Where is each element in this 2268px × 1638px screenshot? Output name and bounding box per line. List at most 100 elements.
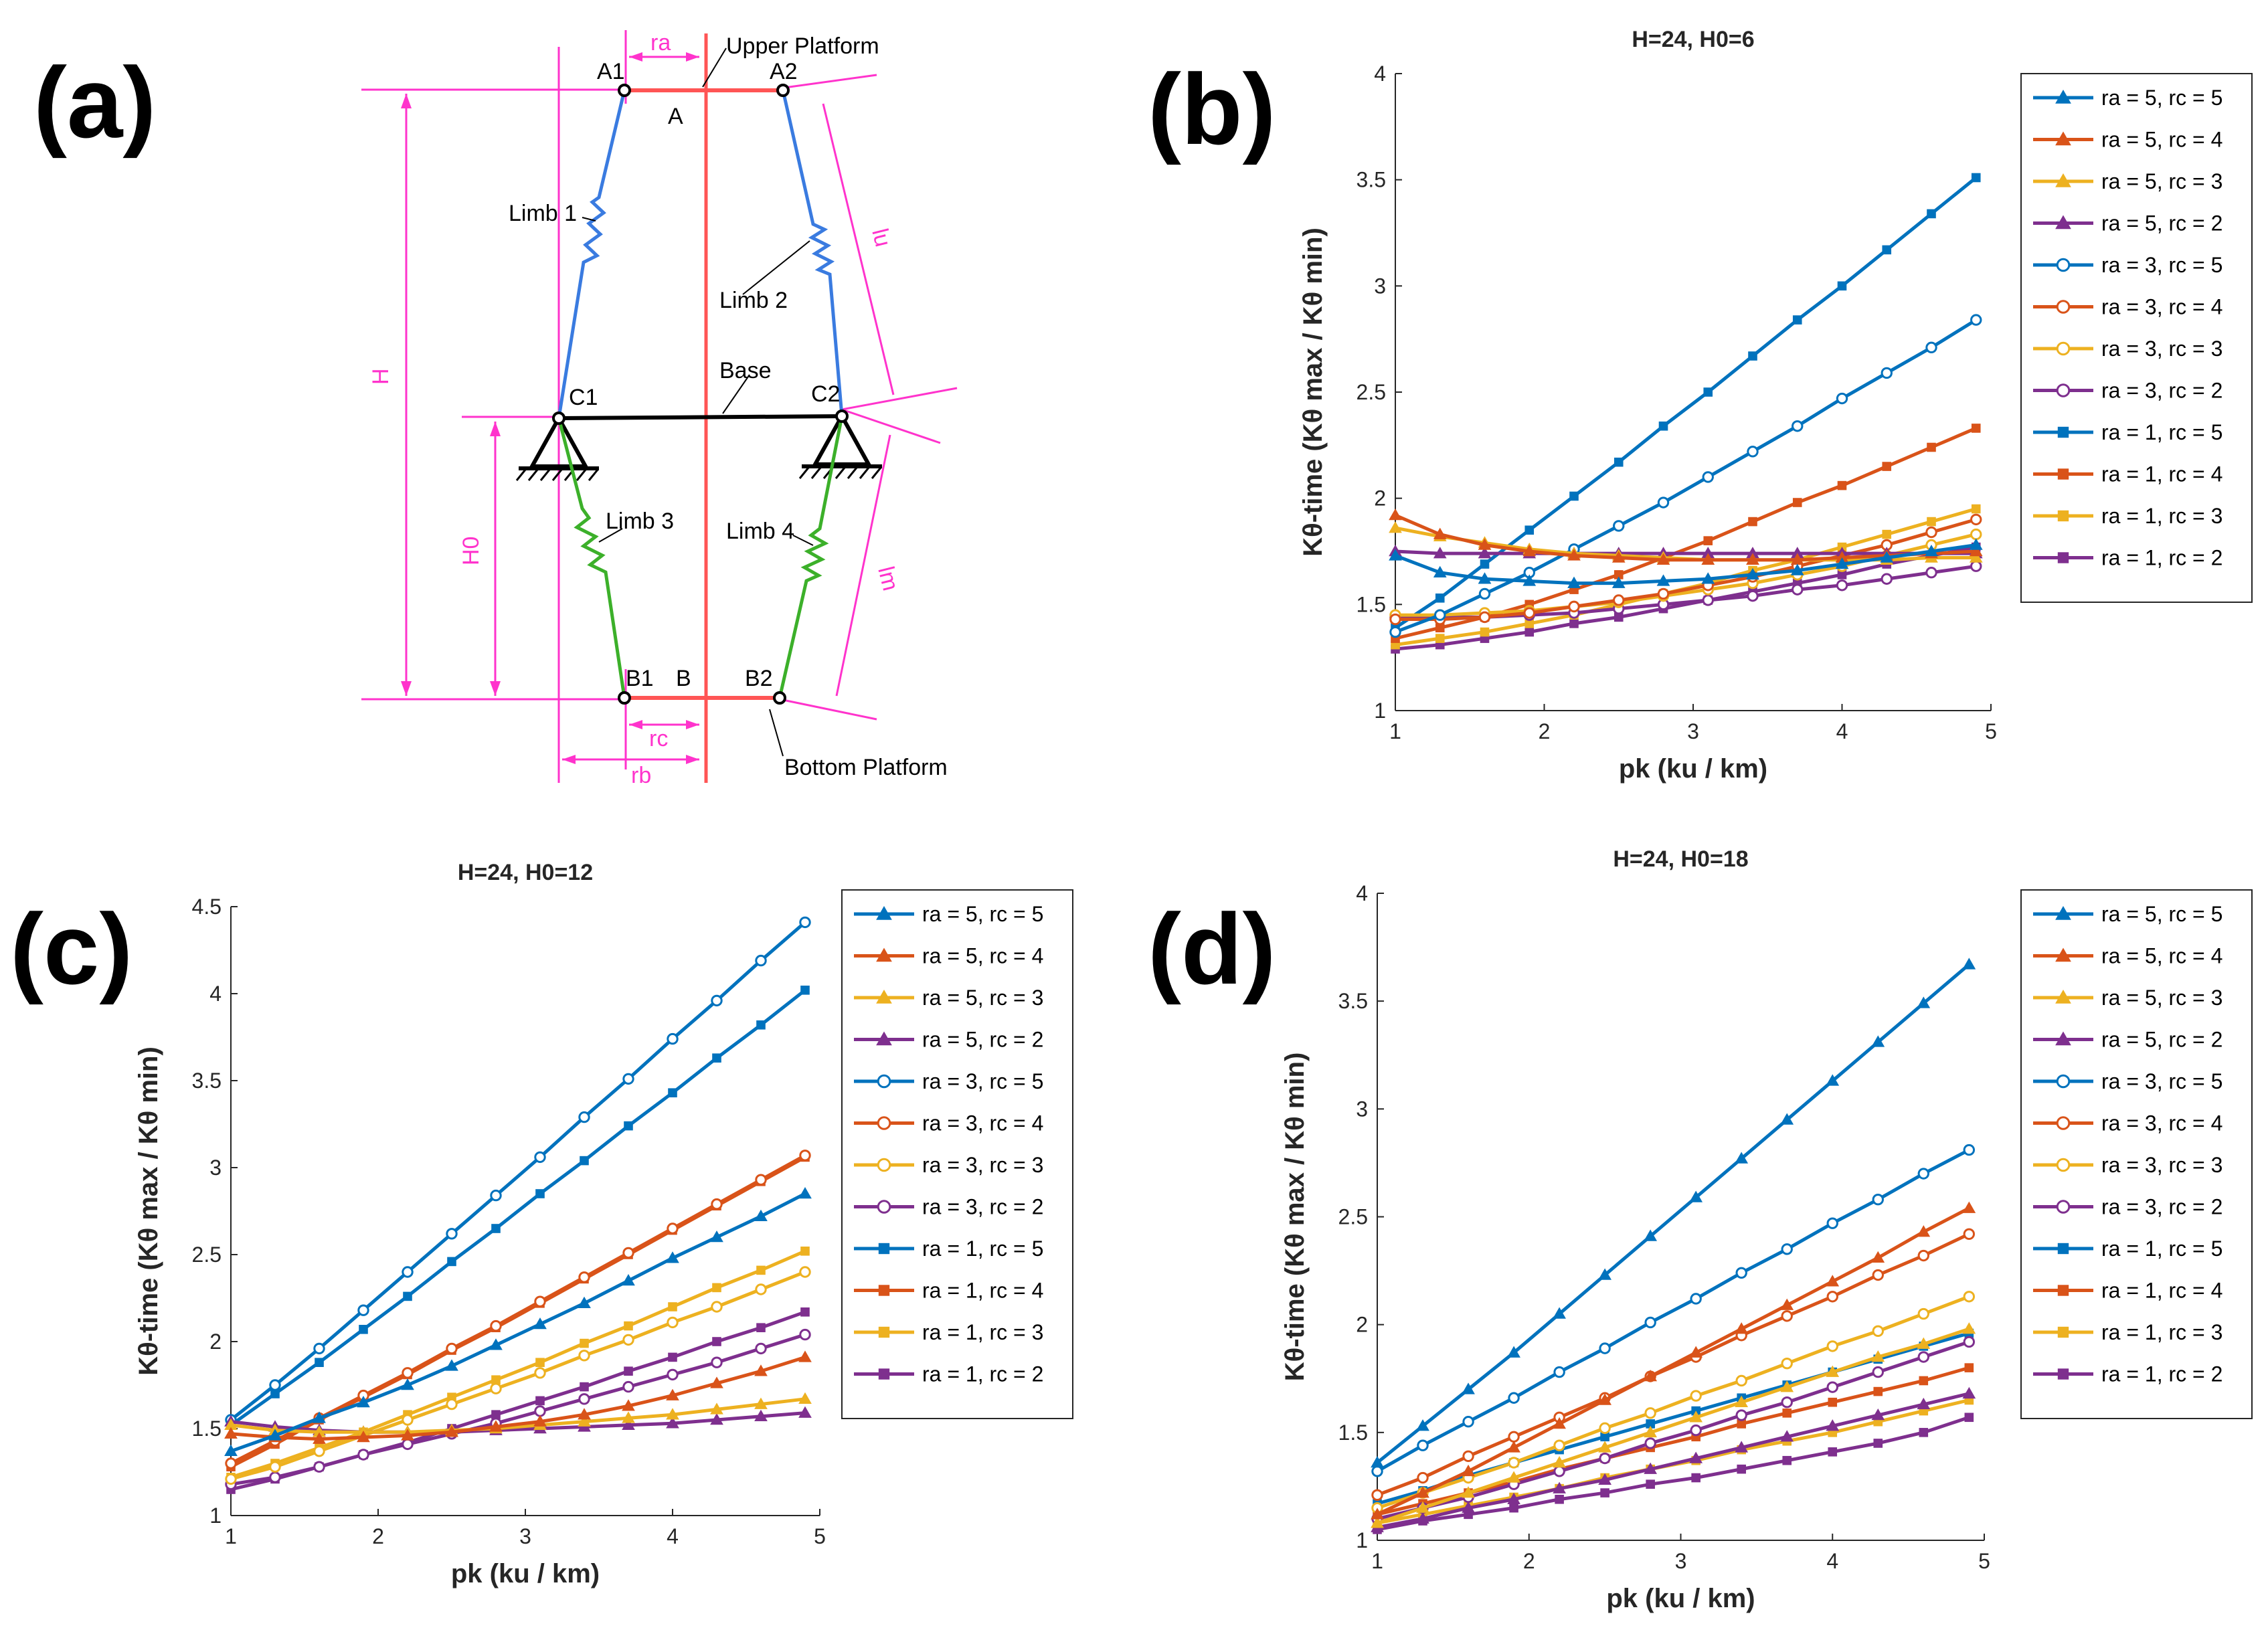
legend: ra = 5, rc = 5 ra = 5, rc = 4 ra = 5, rc =… bbox=[2020, 73, 2253, 603]
data-point bbox=[1828, 1447, 1838, 1457]
y-tick-label: 3.5 bbox=[1357, 168, 1386, 192]
x-tick-label: 4 bbox=[1836, 719, 1848, 743]
legend-swatch-marker bbox=[2057, 426, 2069, 438]
legend-label: ra = 3, rc = 4 bbox=[2101, 295, 2222, 319]
x-tick-label: 5 bbox=[814, 1524, 826, 1548]
data-point bbox=[1780, 1298, 1794, 1310]
legend-swatch-marker bbox=[877, 1116, 891, 1130]
data-point bbox=[1826, 1275, 1840, 1287]
label-limb2: Limb 2 bbox=[719, 288, 788, 313]
data-point bbox=[1703, 536, 1713, 545]
data-point bbox=[313, 1432, 326, 1444]
legend-label: ra = 5, rc = 3 bbox=[2101, 169, 2222, 193]
legend-label: ra = 3, rc = 3 bbox=[2101, 337, 2222, 361]
legend-label: ra = 5, rc = 4 bbox=[2101, 128, 2222, 152]
data-point bbox=[1508, 1431, 1520, 1443]
data-point bbox=[269, 1379, 281, 1391]
series-ra-5-rc-5 bbox=[224, 1186, 812, 1457]
legend-swatch-marker bbox=[877, 1158, 891, 1172]
data-point bbox=[1735, 1152, 1749, 1164]
data-point bbox=[357, 1304, 369, 1316]
data-point bbox=[1970, 560, 1982, 572]
x-tick-label: 4 bbox=[1826, 1549, 1838, 1573]
label-b: B bbox=[676, 666, 691, 691]
data-point bbox=[666, 1251, 679, 1263]
y-axis-label: Kθ-time (Kθ max / Kθ min) bbox=[1280, 1053, 1310, 1382]
data-point bbox=[1553, 1455, 1566, 1468]
label-c1: C1 bbox=[569, 385, 598, 410]
legend: ra = 5, rc = 5 ra = 5, rc = 4 ra = 5, rc =… bbox=[841, 889, 1073, 1419]
data-point bbox=[401, 1429, 414, 1441]
data-point bbox=[667, 1222, 679, 1235]
data-point bbox=[445, 1359, 458, 1371]
chart-title: H=24, H0=18 bbox=[1613, 846, 1748, 872]
data-point bbox=[1657, 587, 1670, 600]
data-point bbox=[580, 1382, 589, 1392]
leader-lines bbox=[582, 48, 814, 757]
y-axis-label: Kθ-time (Kθ max / Kθ min) bbox=[1298, 227, 1328, 557]
data-point bbox=[1417, 1471, 1429, 1484]
data-point bbox=[1435, 634, 1445, 643]
series-line bbox=[1395, 543, 1977, 585]
label-b1: B1 bbox=[626, 666, 654, 691]
data-point bbox=[1478, 572, 1492, 584]
legend-label: ra = 5, rc = 4 bbox=[2101, 944, 2222, 968]
series-ra-5-rc-3 bbox=[1371, 1322, 1976, 1528]
data-point bbox=[1872, 1269, 1884, 1281]
legend-swatch-marker bbox=[2057, 1285, 2069, 1296]
data-point bbox=[1599, 1342, 1611, 1354]
data-point bbox=[1970, 513, 1982, 526]
data-point bbox=[712, 1337, 721, 1346]
data-point bbox=[622, 1273, 635, 1286]
legend-item: ra = 1, rc = 3 bbox=[2033, 1320, 2222, 1344]
data-point bbox=[1871, 1350, 1885, 1362]
data-point bbox=[798, 1186, 812, 1199]
data-point bbox=[1828, 1397, 1838, 1407]
legend-label: ra = 1, rc = 3 bbox=[922, 1320, 1043, 1344]
data-point bbox=[578, 1271, 590, 1283]
legend-swatch-marker bbox=[2055, 947, 2071, 962]
data-point bbox=[490, 1320, 502, 1332]
data-point bbox=[1462, 1382, 1475, 1394]
legend-swatch-marker bbox=[2057, 1326, 2069, 1338]
data-point bbox=[1925, 544, 1938, 557]
data-point bbox=[1836, 579, 1848, 592]
legend-label: ra = 3, rc = 3 bbox=[922, 1153, 1043, 1177]
data-point bbox=[1567, 576, 1581, 588]
legend-item: ra = 3, rc = 5 bbox=[854, 1069, 1043, 1093]
panel-letter-b: (b) bbox=[1148, 53, 1276, 165]
legend-swatch-marker bbox=[2055, 131, 2071, 146]
data-point bbox=[1963, 1144, 1976, 1156]
data-point bbox=[1735, 1267, 1747, 1279]
legend-label: ra = 5, rc = 5 bbox=[2101, 86, 2222, 110]
data-point bbox=[712, 1283, 721, 1293]
data-point bbox=[446, 1398, 458, 1410]
data-point bbox=[754, 1397, 768, 1409]
data-point bbox=[1644, 1462, 1658, 1474]
data-point bbox=[1735, 1374, 1747, 1387]
data-point bbox=[490, 1189, 502, 1202]
data-point bbox=[1613, 457, 1624, 467]
series-line bbox=[230, 1333, 806, 1486]
x-tick-label: 1 bbox=[1389, 719, 1401, 743]
legend-label: ra = 1, rc = 5 bbox=[2101, 420, 2222, 444]
data-point bbox=[1646, 1479, 1655, 1489]
label-a1: A1 bbox=[597, 59, 625, 84]
data-point bbox=[799, 1266, 811, 1278]
data-point bbox=[1434, 609, 1446, 621]
dimension-arrowheads bbox=[401, 52, 699, 764]
data-point bbox=[224, 1444, 238, 1457]
data-point bbox=[1747, 446, 1759, 458]
x-tick-label: 2 bbox=[1539, 719, 1551, 743]
label-limb4: Limb 4 bbox=[726, 519, 794, 544]
legend-swatch-marker bbox=[2056, 1074, 2071, 1089]
series-line bbox=[230, 1270, 806, 1481]
legend-item: ra = 5, rc = 3 bbox=[2033, 986, 2222, 1010]
data-point bbox=[622, 1380, 634, 1393]
legend-item: ra = 3, rc = 2 bbox=[2033, 379, 2222, 403]
data-point bbox=[1735, 1322, 1749, 1334]
legend-label: ra = 1, rc = 3 bbox=[2101, 504, 2222, 528]
data-point bbox=[1917, 996, 1931, 1008]
data-point bbox=[756, 1020, 766, 1030]
legend-label: ra = 1, rc = 5 bbox=[922, 1237, 1043, 1261]
